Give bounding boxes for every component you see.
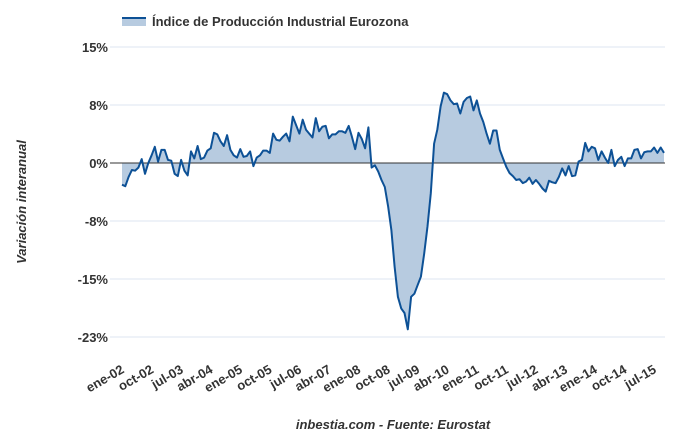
y-tick-label: 0% <box>89 156 108 171</box>
y-tick-label: -15% <box>78 272 109 287</box>
series-area <box>122 92 664 330</box>
chart-footer: inbestia.com - Fuente: Eurostat <box>296 417 491 432</box>
legend-label: Índice de Producción Industrial Eurozona <box>152 14 409 29</box>
y-tick-label: -8% <box>85 214 109 229</box>
y-axis-ticks: 15% 8% 0% -8% -15% -23% <box>78 40 109 345</box>
legend[interactable]: Índice de Producción Industrial Eurozona <box>122 14 409 29</box>
x-axis-ticks: ene-02oct-02jul-03abr-04ene-05oct-05jul-… <box>83 361 658 395</box>
legend-swatch <box>122 17 146 26</box>
y-tick-label: 15% <box>82 40 108 55</box>
y-tick-label: -23% <box>78 330 109 345</box>
y-axis-title: Variación interanual <box>14 140 29 264</box>
y-tick-label: 8% <box>89 98 108 113</box>
data-points <box>121 92 665 330</box>
series-line <box>121 91 665 331</box>
x-tick-label: jul-15 <box>621 362 659 392</box>
